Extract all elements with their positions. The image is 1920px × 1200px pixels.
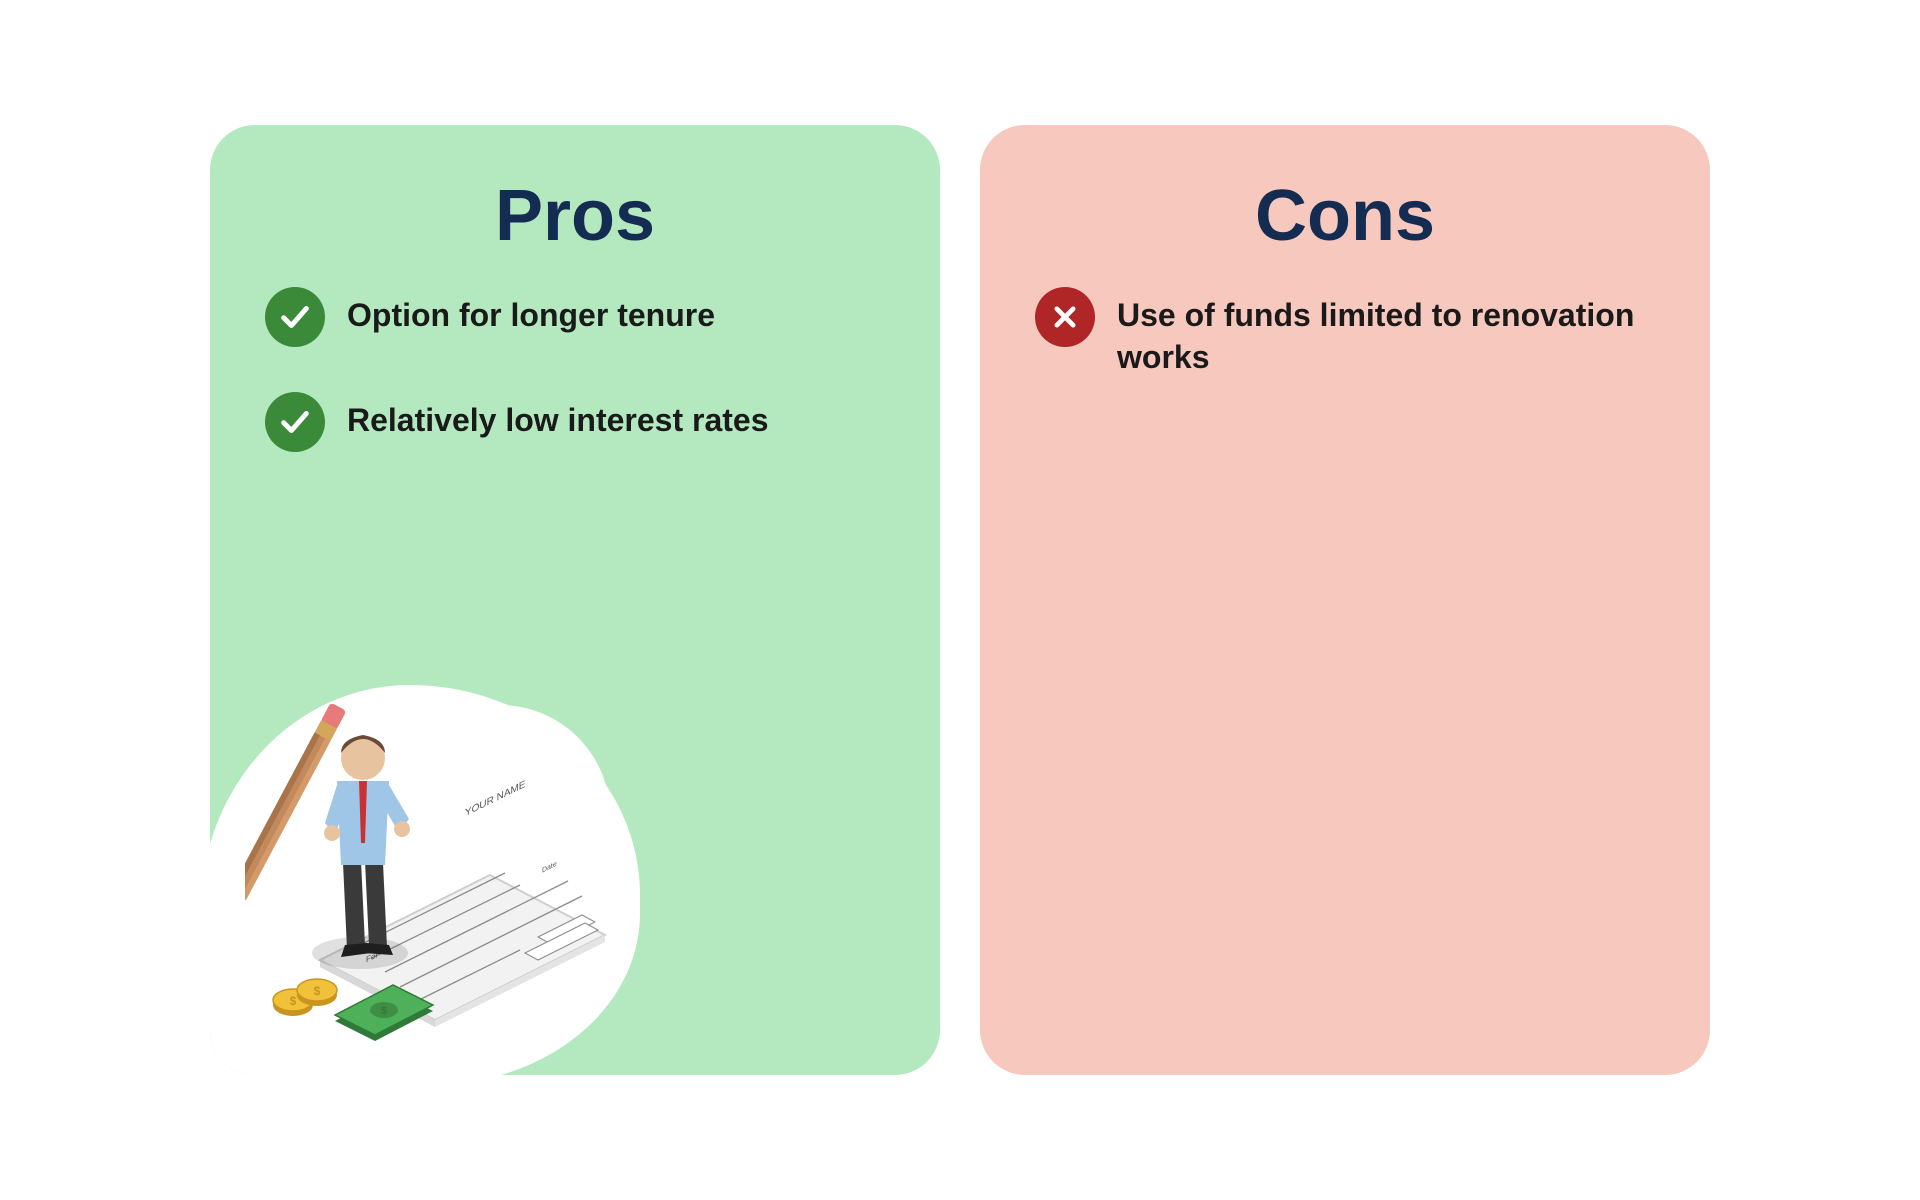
check-icon [265,392,325,452]
pros-item-text: Option for longer tenure [347,287,715,337]
pros-item-text: Relatively low interest rates [347,392,769,442]
check-date-label: Date [542,859,557,875]
coins-shape: $ $ [273,979,337,1016]
cons-item: Use of funds limited to renovation works [1035,287,1655,378]
svg-text:$: $ [290,994,297,1008]
pros-title: Pros [265,175,885,257]
cons-title: Cons [1035,175,1655,257]
cross-icon [1035,287,1095,347]
cons-panel: Cons Use of funds limited to renovation … [980,125,1710,1075]
pros-panel: Pros Option for longer tenure Relatively… [210,125,940,1075]
pros-item: Relatively low interest rates [265,392,885,452]
svg-text:$: $ [314,984,321,998]
cons-item-text: Use of funds limited to renovation works [1117,287,1655,378]
svg-text:$: $ [381,1005,387,1017]
check-icon [265,287,325,347]
check-name-label: YOUR NAME [465,778,525,819]
illustration-signing-check: YOUR NAME For Date $ $ [210,645,640,1075]
isometric-scene: YOUR NAME For Date $ $ [245,665,625,1045]
pros-item: Option for longer tenure [265,287,885,347]
comparison-container: Pros Option for longer tenure Relatively… [210,125,1710,1075]
